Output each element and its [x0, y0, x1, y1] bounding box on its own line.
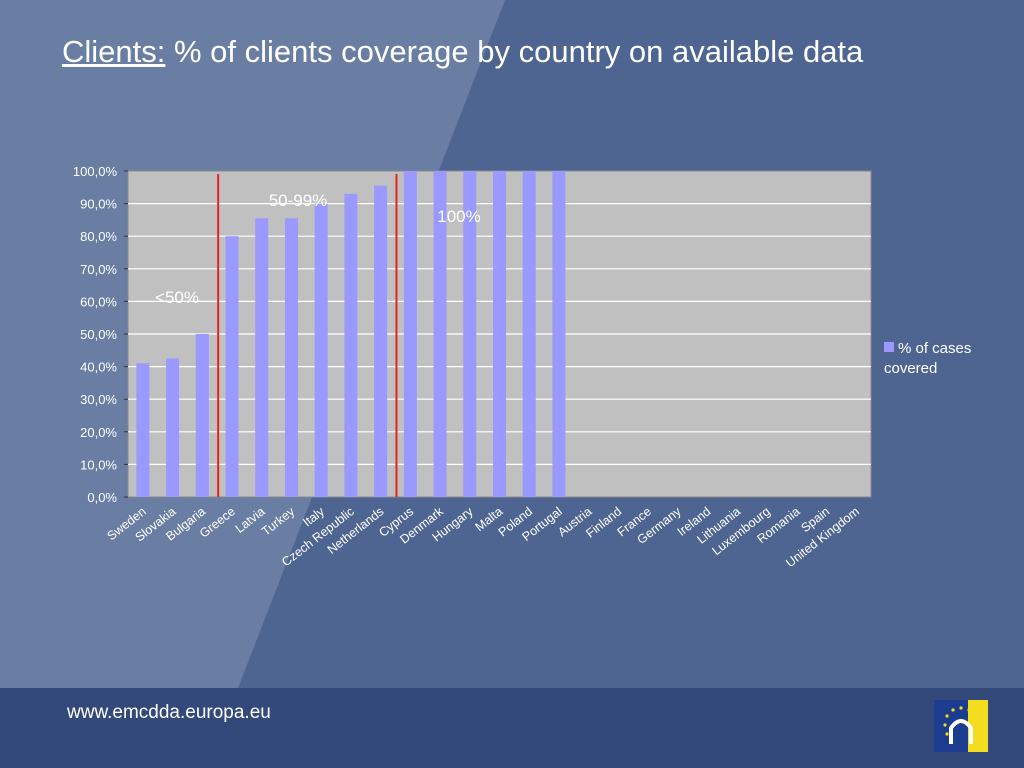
bar — [314, 203, 328, 497]
y-tick-label: 60,0% — [80, 294, 117, 309]
emcdda-logo-icon — [934, 700, 988, 752]
bar — [433, 171, 447, 497]
y-tick-label: 0,0% — [87, 490, 117, 505]
bar — [225, 236, 239, 497]
bar — [403, 171, 417, 497]
y-tick-label: 70,0% — [80, 262, 117, 277]
footer-bar: www.emcdda.europa.eu — [0, 688, 1024, 768]
y-tick-label: 40,0% — [80, 360, 117, 375]
bar — [463, 171, 477, 497]
y-tick-label: 80,0% — [80, 229, 117, 244]
bar — [284, 218, 298, 497]
footer-url: www.emcdda.europa.eu — [67, 702, 271, 723]
bar — [522, 171, 536, 497]
x-tick-label: Turkey — [259, 504, 298, 539]
y-tick-label: 50,0% — [80, 327, 117, 342]
bar — [136, 363, 150, 497]
annotation-label: 100% — [437, 207, 480, 226]
bar — [374, 185, 388, 498]
annotation-label: <50% — [155, 288, 199, 307]
bar — [195, 334, 209, 497]
bar-chart: 0,0% 10,0% 20,0% 30,0% 40,0% 50,0% 60,0% 70,0% 8… — [73, 164, 971, 570]
legend-swatch — [884, 342, 894, 352]
slide-title: Clients: % of clients coverage by countr… — [62, 34, 863, 70]
y-tick-label: 30,0% — [80, 392, 117, 407]
bar — [493, 171, 506, 497]
title-lead: Clients: — [62, 34, 166, 69]
legend-label: % of cases covered — [884, 340, 971, 377]
bar — [166, 358, 180, 497]
y-tick-label: 100,0% — [73, 164, 118, 179]
title-rest: % of clients coverage by country on avai… — [165, 34, 864, 69]
annotation-label: 50-99% — [269, 191, 328, 210]
y-tick-label: 90,0% — [80, 197, 117, 212]
y-tick-label: 10,0% — [80, 457, 117, 472]
bar — [255, 218, 269, 497]
bar — [344, 193, 358, 497]
bar — [552, 171, 566, 497]
y-tick-label: 20,0% — [80, 425, 117, 440]
